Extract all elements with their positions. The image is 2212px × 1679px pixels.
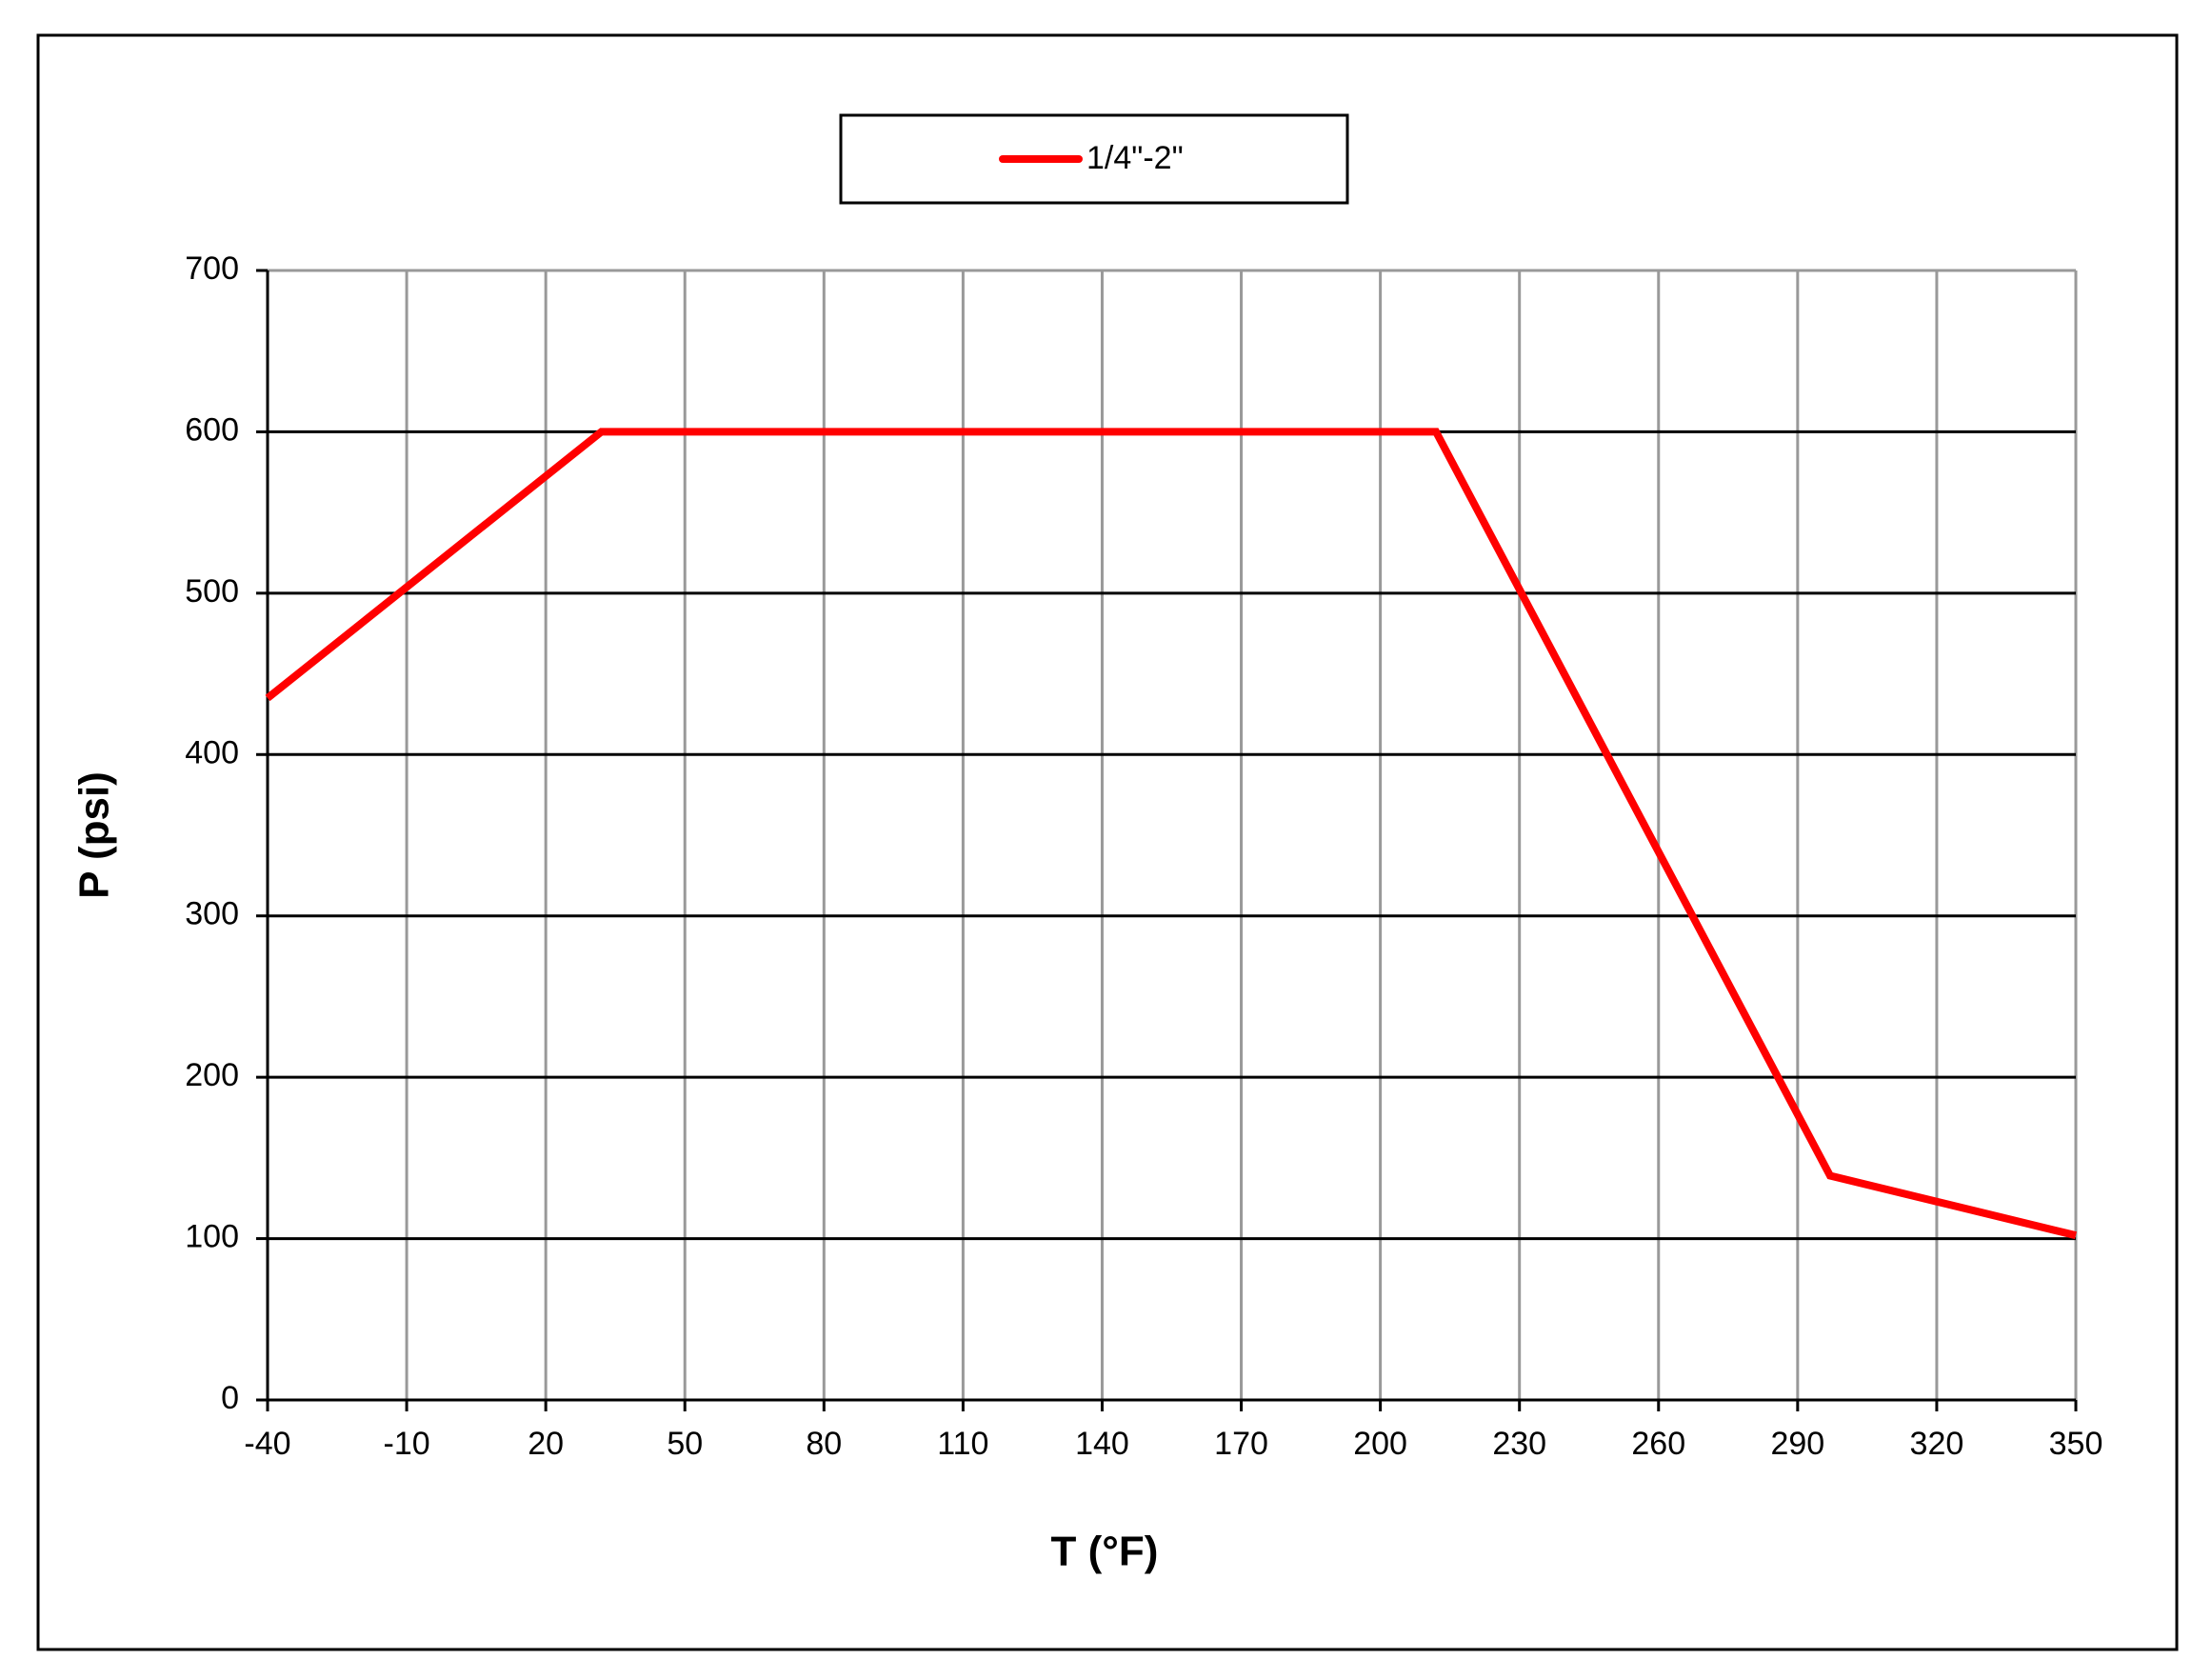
y-tick-label: 0 [221,1380,239,1416]
x-tick-label: 80 [806,1426,842,1462]
x-tick-label: 320 [1910,1426,1964,1462]
x-tick-label: 200 [1353,1426,1407,1462]
y-tick-label: 700 [185,250,239,287]
y-tick-label: 500 [185,573,239,610]
legend-label: 1/4"-2" [1086,140,1184,176]
x-tick-label: 230 [1492,1426,1546,1462]
legend-box [839,113,1349,205]
chart-frame [36,33,2179,1651]
y-tick-label: 600 [185,411,239,448]
x-tick-label: -10 [384,1426,430,1462]
y-tick-label: 100 [185,1219,239,1255]
series-line [265,428,2077,1240]
x-tick-label: 20 [528,1426,564,1462]
x-tick-label: 290 [1770,1426,1824,1462]
y-tick-label: 300 [185,896,239,932]
x-axis-title: T (°F) [1051,1529,1159,1575]
x-tick-label: 170 [1214,1426,1268,1462]
x-tick-label: 140 [1075,1426,1129,1462]
y-axis-title: P (psi) [71,771,118,899]
x-tick-label: -40 [244,1426,290,1462]
x-tick-label: 50 [667,1426,703,1462]
x-tick-label: 260 [1631,1426,1685,1462]
x-tick-label: 110 [937,1426,988,1462]
y-tick-label: 200 [185,1057,239,1093]
x-tick-label: 350 [2049,1426,2103,1462]
y-tick-label: 400 [185,734,239,770]
